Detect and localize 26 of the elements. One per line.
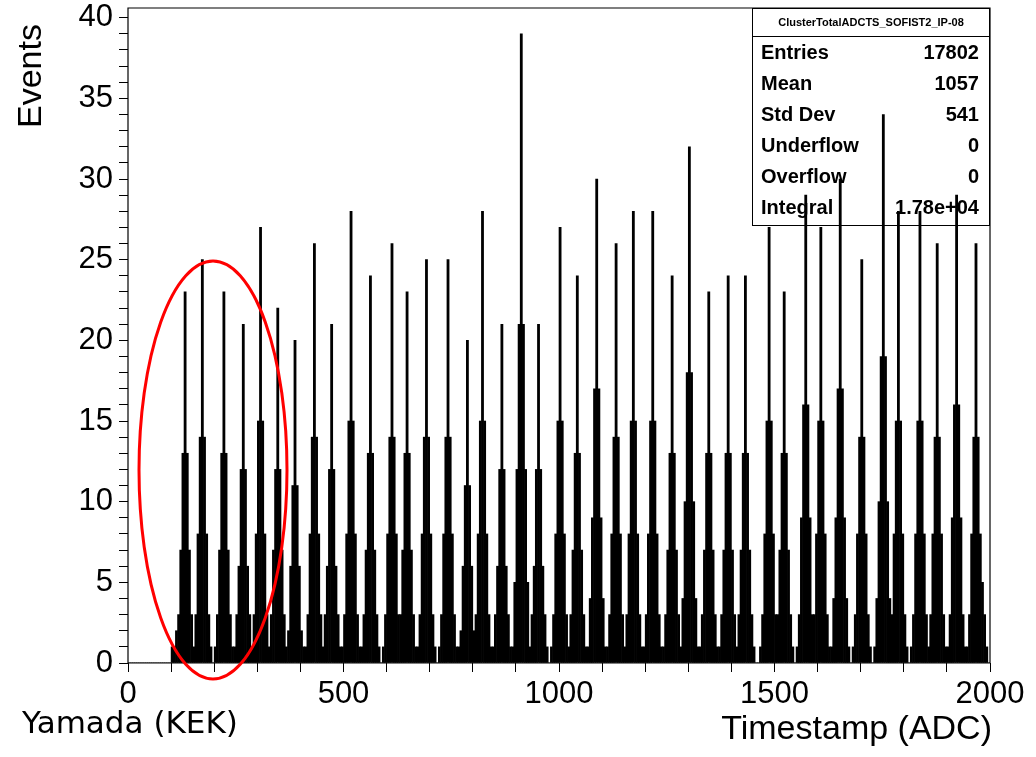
y-axis-title: Events [10,24,49,128]
annotation: 0 [967,133,979,158]
x-tick-label: 500 [317,675,370,711]
y-tick-label: 0 [95,643,113,679]
annotation: 0 [967,164,979,189]
x-axis-title: Timestamp (ADC) [721,708,992,747]
annotation: Std Dev [761,102,836,127]
y-tick-label: 5 [95,562,113,598]
x-tick-label: 1500 [740,675,809,711]
y-tick-label: 40 [78,0,113,34]
annotation: Mean [761,71,813,96]
annotation: 1057 [934,71,979,96]
x-tick-label: 1000 [524,675,594,711]
annotation: Overflow [761,164,847,189]
annotation: 541 [945,102,979,127]
y-tick-label: 25 [78,240,113,276]
annotation: Underflow [761,133,859,158]
x-tick-label: 2000 [955,675,1025,711]
annotation: ClusterTotalADCTS_SOFIST2_IP-08 [753,9,989,37]
y-tick-label: 20 [78,320,113,356]
annotation: 17802 [923,40,979,65]
annotation: Entries [761,40,829,65]
y-tick-label: 15 [78,401,113,437]
y-tick-label: 30 [78,159,113,195]
y-tick-label: 10 [78,482,113,518]
y-tick-label: 35 [78,78,113,114]
